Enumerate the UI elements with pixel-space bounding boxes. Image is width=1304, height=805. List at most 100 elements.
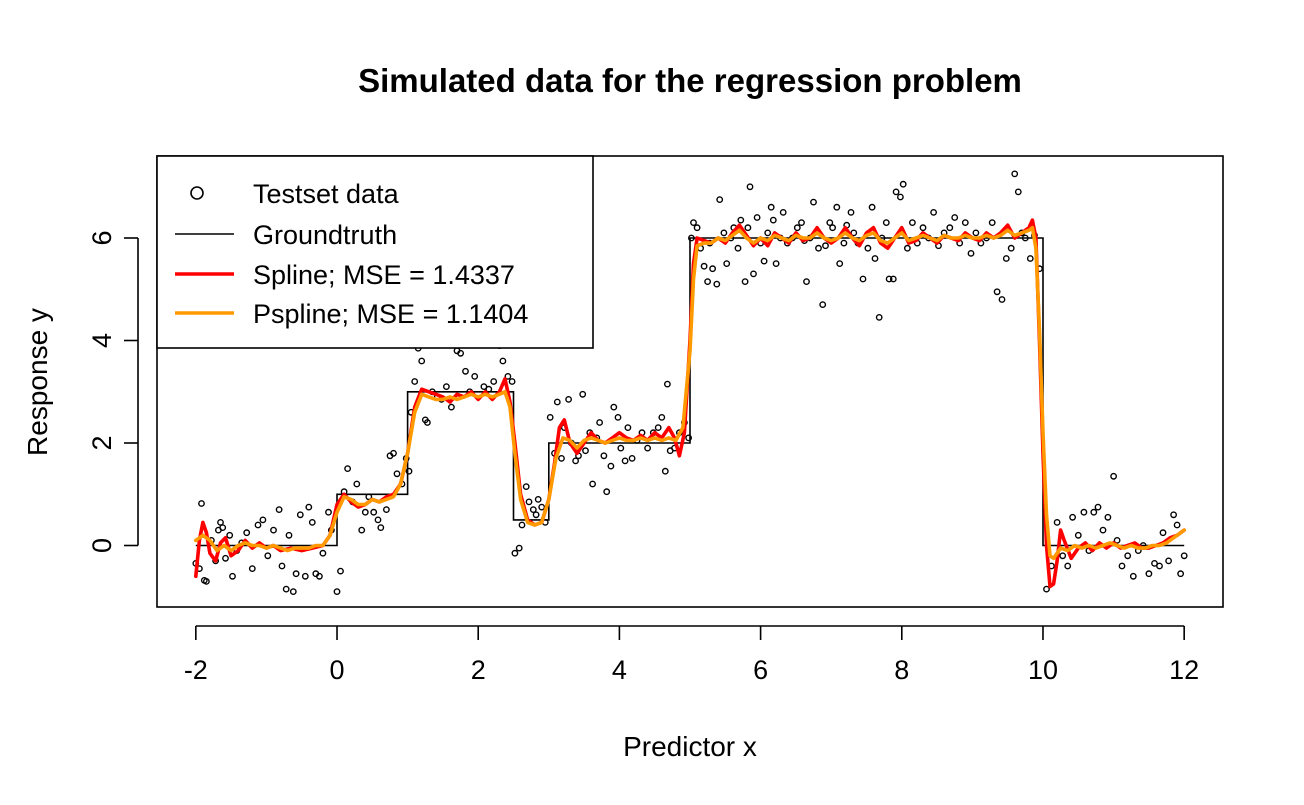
data-point (442, 383, 450, 390)
data-point (1159, 529, 1167, 537)
data-point (361, 508, 369, 516)
data-point (508, 378, 516, 385)
y-axis: 0 2 4 6 (87, 230, 139, 553)
data-point (859, 275, 867, 283)
data-point (871, 255, 879, 262)
data-point (480, 383, 488, 390)
data-point (589, 480, 596, 488)
data-point (899, 180, 907, 188)
data-point (850, 229, 858, 237)
data-point (798, 219, 805, 227)
data-point (285, 531, 293, 539)
data-point (558, 454, 565, 462)
data-point (704, 278, 711, 285)
x-tick-label: 2 (471, 655, 486, 685)
data-point (779, 208, 787, 216)
data-point (315, 572, 323, 580)
data-point (382, 506, 390, 513)
data-point (868, 203, 876, 211)
data-point (972, 229, 980, 237)
data-point (219, 524, 227, 531)
data-point (1118, 562, 1126, 570)
data-point (1053, 519, 1061, 526)
data-point (1113, 537, 1121, 544)
legend-label: Pspline; MSE = 1.1404 (253, 299, 528, 329)
data-point (1080, 508, 1088, 516)
data-point (259, 516, 267, 524)
data-point (405, 467, 413, 475)
data-point (423, 419, 431, 426)
data-point (1059, 552, 1067, 560)
data-point (1094, 503, 1102, 511)
data-point (840, 239, 848, 247)
data-point (308, 519, 316, 526)
data-point (579, 390, 587, 398)
data-point (720, 229, 728, 237)
data-point (365, 493, 373, 501)
data-point (741, 278, 749, 285)
data-point (390, 449, 397, 457)
data-point (690, 219, 697, 227)
data-point (1002, 255, 1010, 262)
data-point (603, 488, 611, 496)
legend-item-testset: Testset data (190, 179, 400, 209)
data-point (546, 413, 554, 421)
data-point (1177, 570, 1185, 578)
data-point (644, 444, 651, 452)
data-point (600, 452, 608, 460)
data-point (767, 203, 775, 211)
data-point (693, 224, 701, 232)
data-point (723, 260, 731, 267)
data-point (764, 229, 772, 237)
data-point (746, 183, 754, 191)
data-point (1011, 170, 1019, 178)
data-point (337, 567, 344, 575)
data-point (1064, 562, 1072, 570)
data-point (333, 588, 341, 595)
data-point (967, 249, 975, 257)
data-point (614, 413, 622, 421)
data-point (490, 378, 498, 385)
data-point (864, 244, 872, 252)
legend-item-pspline: Pspline; MSE = 1.1404 (175, 299, 528, 329)
data-point (1110, 472, 1118, 480)
data-point (1156, 562, 1163, 570)
data-point (826, 219, 834, 227)
data-point (904, 244, 911, 252)
data-point (744, 224, 752, 232)
data-point (889, 275, 897, 283)
legend: Testset data Groundtruth Spline; MSE = 1.4… (156, 155, 594, 349)
data-point (700, 262, 708, 270)
data-point (1104, 513, 1112, 521)
data-point (485, 385, 493, 393)
data-point (897, 193, 904, 201)
data-point (1165, 557, 1173, 565)
data-point (919, 224, 927, 232)
data-point (654, 424, 662, 431)
data-point (319, 549, 327, 557)
data-point (664, 380, 671, 388)
data-point (370, 508, 378, 516)
data-point (713, 280, 721, 288)
data-point (988, 219, 996, 227)
data-point (946, 224, 954, 232)
chart-title: Simulated data for the regression proble… (358, 62, 1022, 99)
x-tick-label: 0 (330, 655, 345, 685)
data-point (819, 301, 827, 308)
data-point (1124, 552, 1132, 560)
data-point (447, 403, 455, 411)
data-point (607, 462, 615, 470)
data-point (815, 244, 822, 252)
legend-label: Groundtruth (253, 220, 397, 250)
data-point (275, 506, 283, 513)
x-tick-label: 8 (894, 655, 909, 685)
data-point (882, 219, 890, 227)
data-point (753, 214, 761, 221)
data-point (875, 313, 883, 321)
data-point (709, 265, 716, 273)
data-point (518, 521, 526, 529)
data-point (572, 457, 579, 465)
data-point (353, 480, 361, 488)
data-point (661, 467, 669, 475)
